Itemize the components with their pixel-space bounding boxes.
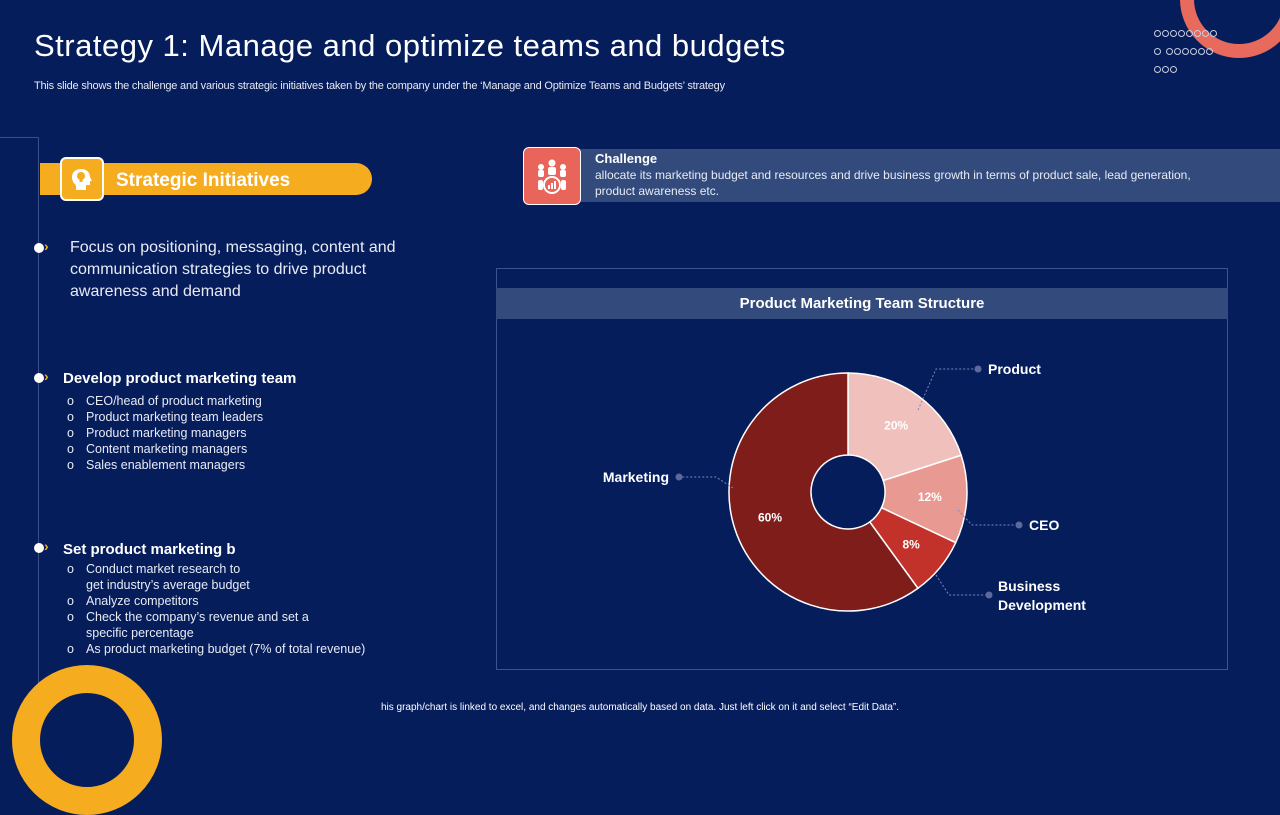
category-label-ceo: CEO [1029,517,1059,533]
list-item: Conduct market research to get industry’… [67,561,261,593]
decorative-dots [1154,25,1218,73]
team-meeting-icon [523,147,581,205]
list-item: Content marketing managers [67,441,263,457]
budget-steps-list: Conduct market research to get industry’… [67,561,397,657]
leader-dot-product [974,365,982,373]
challenge-panel [550,149,1280,202]
leader-dot-business-development [985,591,993,599]
data-label-product: 20% [884,419,908,433]
bullet-marker-1: › [34,238,54,255]
category-label-marketing: Marketing [603,469,669,485]
team-roles-list: CEO/head of product marketing Product ma… [67,393,263,473]
slice-marketing[interactable] [728,372,919,612]
chart-frame [496,268,1228,670]
list-item: Product marketing managers [67,425,263,441]
category-label-product: Product [988,361,1041,377]
bullet-marker-2: › [34,368,54,385]
challenge-title: Challenge [595,151,658,166]
leader-line-product [917,368,978,411]
list-item: CEO/head of product marketing [67,393,263,409]
bullet-marker-3: › [34,538,54,555]
list-item: Product marketing team leaders [67,409,263,425]
leader-line-ceo [957,509,1019,526]
leader-dot-marketing [675,473,683,481]
data-label-marketing: 60% [758,510,782,524]
list-item: Sales enablement managers [67,457,263,473]
slide-title: Strategy 1: Manage and optimize teams an… [34,28,786,63]
left-divider-horizontal [0,137,38,138]
budget-section-heading: Set product marketing b [63,541,236,558]
leader-line-marketing [679,476,734,489]
chart-title: Product Marketing Team Structure [496,288,1228,319]
challenge-text: allocate its marketing budget and resour… [595,168,1191,198]
list-item: Analyze competitors [67,593,397,609]
list-item: Check the company’s revenue and set a sp… [67,609,316,641]
leader-line-business-development [935,574,989,596]
donut-chart[interactable]: 20% 12% 8% 60% Product CEO Business Developmen… [0,0,1280,720]
category-label-business-development: Business Development [998,578,1086,613]
list-item: As product marketing budget (7% of total… [67,641,397,657]
left-divider-vertical [38,137,39,717]
leader-dot-ceo [1015,521,1023,529]
footer-note: his graph/chart is linked to excel, and … [380,702,900,713]
slice-product[interactable] [847,372,963,482]
team-section-heading: Develop product marketing team [63,370,297,387]
idea-head-icon [60,157,104,201]
slide-subtitle: This slide shows the challenge and vario… [34,80,725,92]
initiative-positioning-text: Focus on positioning, messaging, content… [70,239,396,300]
data-label-business-development: 8% [903,537,921,551]
data-label-ceo: 12% [918,490,942,504]
strategic-initiatives-label: Strategic Initiatives [116,170,291,191]
